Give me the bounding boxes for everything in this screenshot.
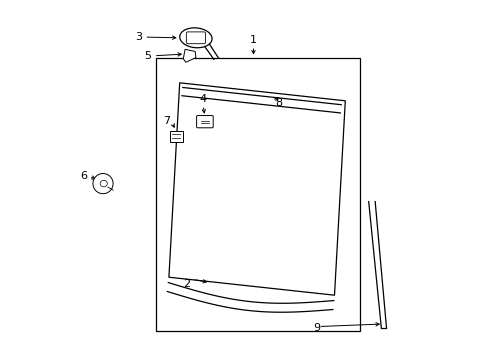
Text: 3: 3 (135, 32, 142, 42)
FancyBboxPatch shape (196, 116, 213, 128)
Text: 2: 2 (183, 279, 190, 289)
Text: 6: 6 (80, 171, 87, 181)
FancyBboxPatch shape (186, 32, 205, 44)
Text: 9: 9 (312, 323, 319, 333)
Bar (169, 131, 182, 142)
Polygon shape (168, 83, 345, 295)
Polygon shape (183, 49, 196, 62)
Circle shape (93, 174, 113, 194)
Bar (156, 58, 359, 331)
Ellipse shape (180, 28, 212, 48)
Text: 7: 7 (163, 116, 170, 126)
Text: 4: 4 (199, 94, 206, 104)
Text: 1: 1 (249, 35, 257, 45)
Text: 8: 8 (275, 98, 282, 108)
Text: 5: 5 (144, 51, 151, 61)
Ellipse shape (100, 180, 107, 187)
